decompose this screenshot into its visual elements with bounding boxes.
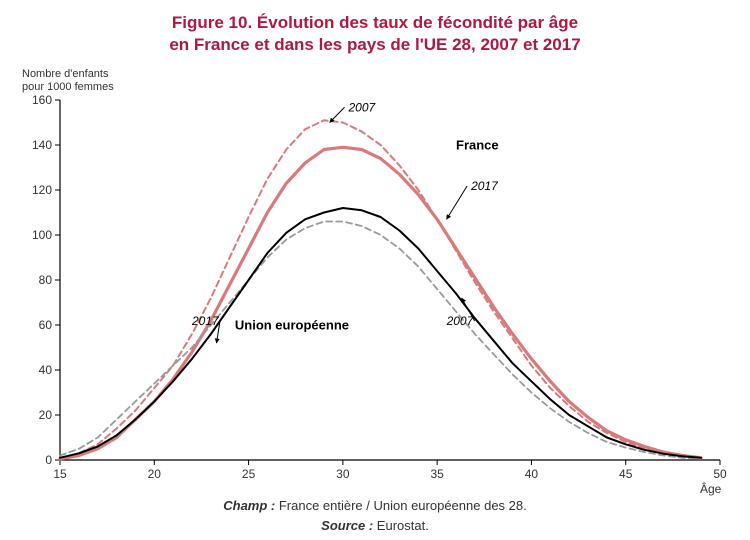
champ-key: Champ :	[223, 498, 275, 513]
series-eu_2017	[60, 208, 701, 458]
y-tick-label: 140	[32, 138, 52, 152]
label-france: France	[456, 138, 499, 153]
x-tick-label: 45	[619, 467, 633, 480]
y-tick-label: 40	[39, 363, 53, 377]
x-tick-label: 20	[148, 467, 162, 480]
label-france-2007: 2007	[348, 100, 377, 114]
x-axis-label: Âge	[700, 482, 721, 496]
label-france-2007-arrow	[330, 107, 345, 122]
series-france_2007	[60, 120, 701, 458]
y-tick-label: 60	[39, 318, 53, 332]
champ-value: France entière / Union européenne des 28…	[275, 498, 527, 513]
x-tick-label: 35	[430, 467, 444, 480]
label-france-2017: 2017	[470, 179, 499, 193]
label-eu: Union européenne	[235, 318, 349, 333]
series-eu_2007	[60, 222, 701, 459]
y-tick-label: 0	[45, 453, 52, 467]
y-tick-label: 20	[39, 408, 53, 422]
title-line-2: en France et dans les pays de l'UE 28, 2…	[169, 35, 580, 54]
figure-title: Figure 10. Évolution des taux de fécondi…	[0, 12, 750, 56]
figure-container: Figure 10. Évolution des taux de fécondi…	[0, 0, 750, 540]
x-tick-label: 25	[242, 467, 256, 480]
y-tick-label: 160	[32, 93, 52, 107]
line-chart: 0 20 40 60 80 100 120 140 160 15 20 25 30 35 40 45 50 Fra…	[0, 60, 750, 480]
figure-footnotes: Champ : France entière / Union européenn…	[0, 496, 750, 535]
y-tick-label: 100	[32, 228, 52, 242]
x-tick-label: 40	[525, 467, 539, 480]
series-france_2017	[60, 147, 701, 459]
source-value: Eurostat.	[373, 518, 429, 533]
x-tick-label: 50	[713, 467, 727, 480]
x-tick-label: 15	[53, 467, 67, 480]
source-key: Source :	[321, 518, 373, 533]
y-tick-label: 120	[32, 183, 52, 197]
label-france-2017-arrow	[447, 186, 468, 219]
label-eu-2007: 2007	[446, 314, 475, 328]
x-tick-label: 30	[336, 467, 350, 480]
y-tick-label: 80	[39, 273, 53, 287]
title-line-1: Figure 10. Évolution des taux de fécondi…	[172, 13, 578, 32]
label-eu-2017: 2017	[191, 314, 220, 328]
